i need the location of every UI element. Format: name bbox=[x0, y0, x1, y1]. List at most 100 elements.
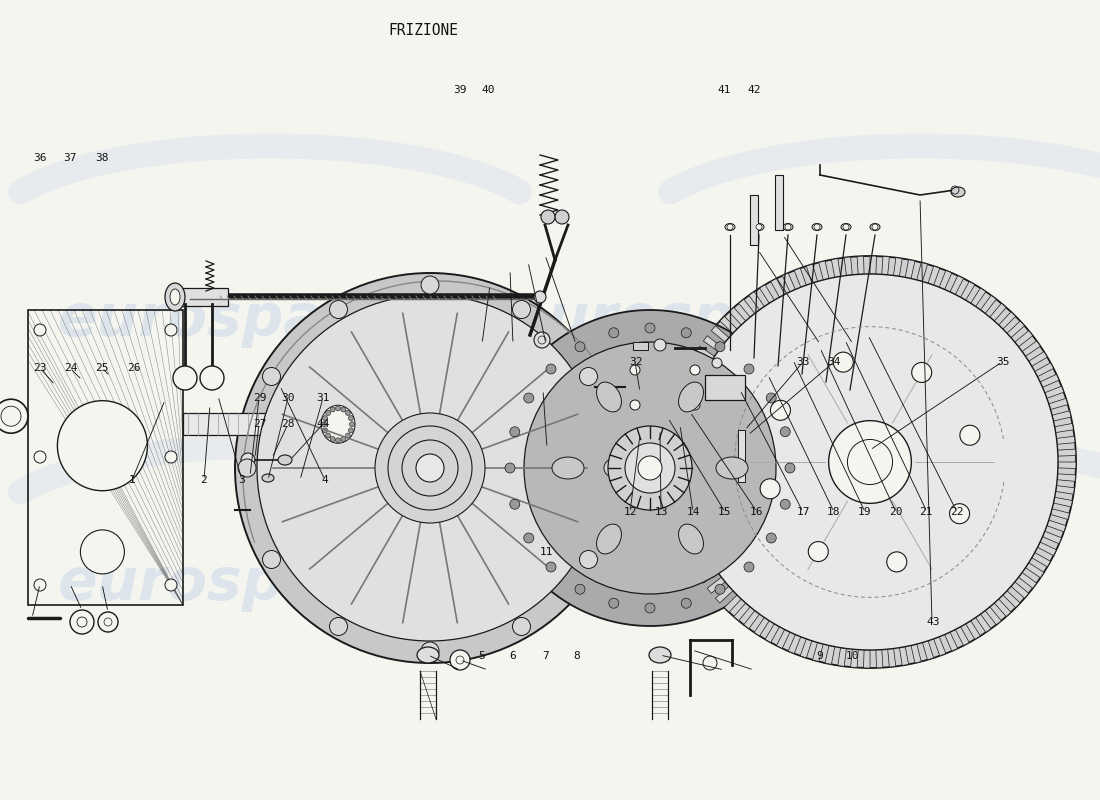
Ellipse shape bbox=[552, 457, 584, 479]
Circle shape bbox=[505, 463, 515, 473]
Circle shape bbox=[336, 406, 341, 410]
Polygon shape bbox=[1054, 498, 1072, 507]
Text: 12: 12 bbox=[624, 507, 637, 517]
Polygon shape bbox=[939, 270, 952, 290]
Polygon shape bbox=[850, 649, 858, 667]
Circle shape bbox=[263, 550, 280, 569]
Ellipse shape bbox=[278, 455, 292, 465]
Text: 9: 9 bbox=[816, 651, 823, 661]
Text: 2: 2 bbox=[200, 475, 207, 485]
Text: 41: 41 bbox=[717, 85, 730, 94]
Polygon shape bbox=[986, 607, 1001, 625]
Ellipse shape bbox=[679, 382, 703, 412]
Circle shape bbox=[767, 393, 777, 403]
Circle shape bbox=[887, 552, 906, 572]
Circle shape bbox=[575, 584, 585, 594]
Text: eurospares: eurospares bbox=[57, 291, 427, 349]
Polygon shape bbox=[976, 614, 991, 632]
Circle shape bbox=[238, 459, 256, 477]
Ellipse shape bbox=[725, 223, 735, 230]
Polygon shape bbox=[724, 595, 741, 612]
Circle shape bbox=[341, 407, 345, 412]
Text: 34: 34 bbox=[827, 358, 840, 367]
Text: 22: 22 bbox=[950, 507, 964, 517]
Text: 43: 43 bbox=[926, 618, 939, 627]
Text: 19: 19 bbox=[858, 507, 871, 517]
Circle shape bbox=[350, 422, 354, 426]
Circle shape bbox=[630, 365, 640, 375]
Polygon shape bbox=[1052, 410, 1071, 421]
Text: 44: 44 bbox=[317, 419, 330, 429]
Circle shape bbox=[263, 367, 280, 386]
Circle shape bbox=[330, 301, 348, 318]
Polygon shape bbox=[755, 618, 769, 636]
Circle shape bbox=[200, 366, 224, 390]
Polygon shape bbox=[760, 285, 774, 303]
Bar bbox=[632, 342, 648, 350]
Polygon shape bbox=[1041, 374, 1059, 387]
Circle shape bbox=[645, 323, 654, 333]
Polygon shape bbox=[676, 526, 695, 538]
Text: FRIZIONE: FRIZIONE bbox=[388, 23, 459, 38]
Polygon shape bbox=[934, 637, 946, 656]
Polygon shape bbox=[715, 586, 733, 603]
Polygon shape bbox=[832, 258, 840, 278]
Polygon shape bbox=[1032, 553, 1050, 567]
Circle shape bbox=[165, 324, 177, 336]
Text: 33: 33 bbox=[796, 358, 810, 367]
Polygon shape bbox=[923, 641, 934, 660]
Circle shape bbox=[375, 413, 485, 523]
Circle shape bbox=[241, 453, 255, 467]
Circle shape bbox=[703, 656, 717, 670]
Polygon shape bbox=[690, 357, 708, 371]
Circle shape bbox=[541, 210, 556, 224]
Polygon shape bbox=[900, 646, 909, 666]
Circle shape bbox=[57, 401, 147, 490]
Text: 30: 30 bbox=[282, 393, 295, 402]
Bar bbox=[306, 407, 318, 442]
Circle shape bbox=[715, 584, 725, 594]
Polygon shape bbox=[1050, 509, 1069, 519]
Polygon shape bbox=[876, 650, 883, 668]
Circle shape bbox=[608, 426, 692, 510]
Polygon shape bbox=[1003, 590, 1020, 608]
Ellipse shape bbox=[596, 524, 622, 554]
Circle shape bbox=[70, 610, 94, 634]
Circle shape bbox=[690, 400, 700, 410]
Ellipse shape bbox=[596, 382, 622, 412]
Circle shape bbox=[580, 550, 597, 569]
Circle shape bbox=[833, 352, 854, 372]
Polygon shape bbox=[970, 288, 986, 306]
Polygon shape bbox=[777, 630, 790, 648]
Text: 6: 6 bbox=[509, 651, 516, 661]
Polygon shape bbox=[818, 261, 829, 280]
Ellipse shape bbox=[170, 289, 180, 305]
Polygon shape bbox=[1055, 423, 1074, 433]
Circle shape bbox=[575, 342, 585, 352]
Text: 5: 5 bbox=[478, 651, 485, 661]
Polygon shape bbox=[1006, 321, 1024, 338]
Bar bbox=[28, 310, 183, 605]
Polygon shape bbox=[681, 537, 700, 550]
Bar bbox=[705, 375, 745, 400]
Polygon shape bbox=[782, 273, 795, 292]
Circle shape bbox=[450, 650, 470, 670]
Circle shape bbox=[513, 618, 530, 635]
Circle shape bbox=[34, 324, 46, 336]
Text: 38: 38 bbox=[96, 154, 109, 163]
Ellipse shape bbox=[314, 398, 363, 451]
Polygon shape bbox=[794, 268, 806, 287]
Circle shape bbox=[326, 433, 331, 438]
Polygon shape bbox=[696, 346, 715, 362]
Circle shape bbox=[546, 364, 556, 374]
Polygon shape bbox=[893, 258, 902, 276]
Circle shape bbox=[492, 310, 808, 626]
Text: 21: 21 bbox=[920, 507, 933, 517]
Polygon shape bbox=[813, 642, 823, 662]
Bar bbox=[278, 402, 306, 447]
Text: 20: 20 bbox=[889, 507, 902, 517]
Polygon shape bbox=[664, 442, 683, 450]
Polygon shape bbox=[664, 468, 682, 475]
Circle shape bbox=[326, 410, 331, 415]
Ellipse shape bbox=[679, 524, 703, 554]
